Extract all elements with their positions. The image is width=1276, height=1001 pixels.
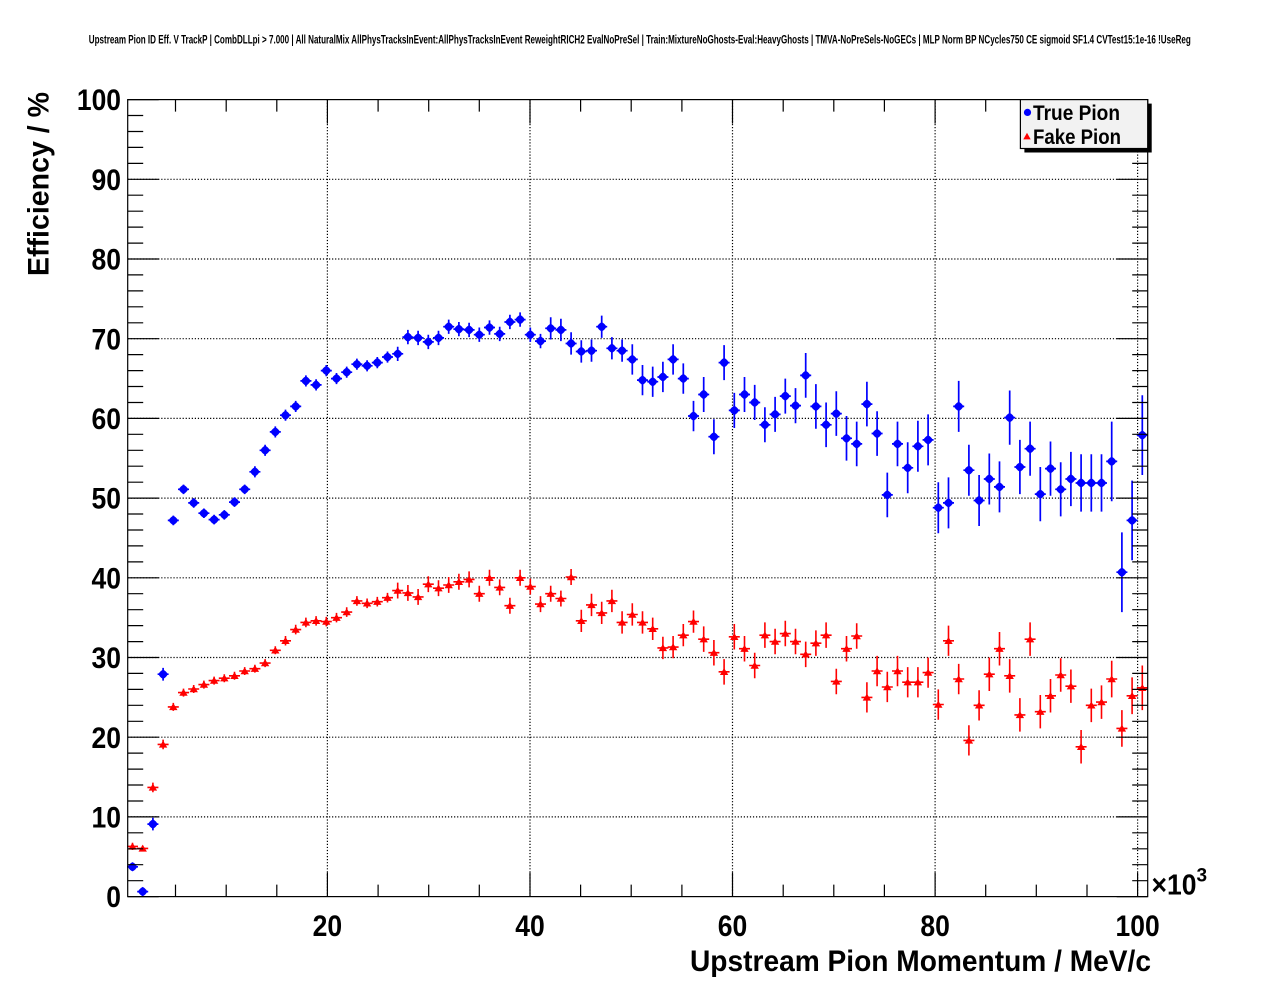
svg-text:20: 20 (92, 722, 122, 755)
svg-text:80: 80 (92, 244, 122, 277)
svg-text:60: 60 (718, 910, 748, 943)
svg-text:100: 100 (1116, 910, 1160, 943)
svg-text:0: 0 (106, 881, 121, 914)
svg-text:10: 10 (92, 802, 122, 835)
svg-text:40: 40 (515, 910, 545, 943)
svg-text:×10: ×10 (1152, 870, 1197, 902)
svg-text:True Pion: True Pion (1033, 102, 1120, 125)
svg-text:90: 90 (92, 164, 122, 197)
svg-text:30: 30 (92, 642, 122, 675)
svg-text:60: 60 (92, 403, 122, 436)
svg-text:Upstream Pion ID Eff. V TrackP: Upstream Pion ID Eff. V TrackP | CombDLL… (89, 35, 1191, 47)
svg-text:Fake Pion: Fake Pion (1033, 126, 1121, 149)
svg-text:20: 20 (313, 910, 343, 943)
svg-text:100: 100 (77, 84, 121, 117)
svg-text:50: 50 (92, 483, 122, 516)
svg-text:Efficiency / %: Efficiency / % (23, 92, 56, 276)
svg-text:80: 80 (920, 910, 950, 943)
svg-text:Upstream Pion Momentum / MeV/c: Upstream Pion Momentum / MeV/c (690, 945, 1151, 978)
svg-text:40: 40 (92, 562, 122, 595)
svg-text:3: 3 (1197, 866, 1208, 887)
svg-text:70: 70 (92, 323, 122, 356)
